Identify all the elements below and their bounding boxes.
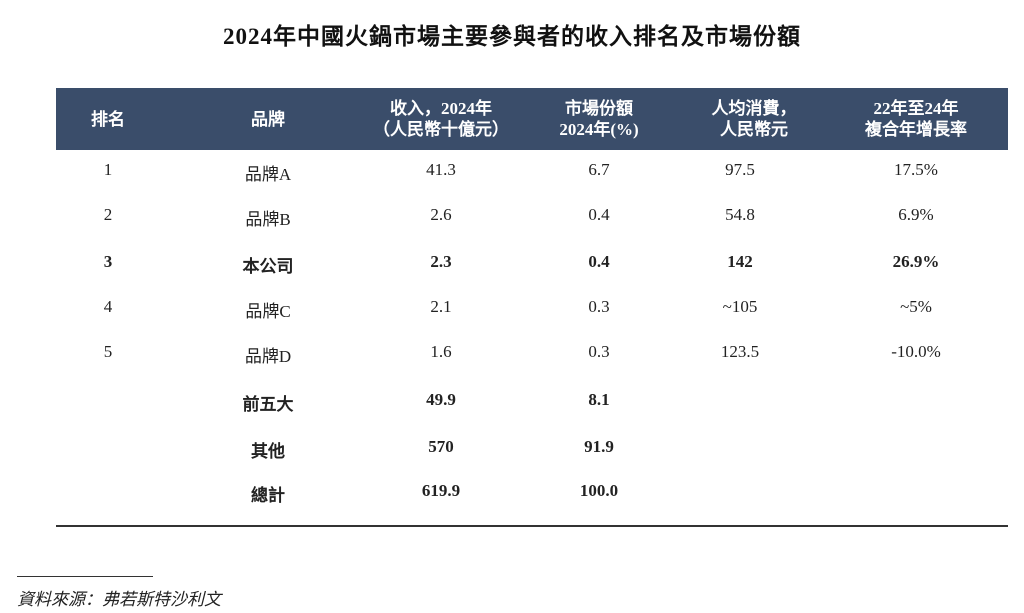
cell-brand: 品牌B [245, 210, 291, 229]
table-bottom-rule [56, 525, 1008, 527]
cell-cagr: 26.9% [892, 252, 940, 271]
cell-revenue: 2.3 [430, 252, 452, 271]
cell-rank: 4 [103, 297, 113, 316]
table-row: 5 品牌D 1.6 0.3 123.5 -10.0% [56, 342, 1008, 366]
header-brand: 品牌 [200, 88, 336, 150]
cell-revenue: 1.6 [430, 342, 452, 361]
header-share: 市場份額 2024年(%) [534, 88, 664, 150]
cell-per-capita: 97.5 [725, 160, 755, 179]
cell-share: 0.4 [588, 205, 610, 224]
cell-brand: 本公司 [242, 257, 294, 276]
cell-brand: 品牌D [244, 347, 292, 366]
cell-cagr: -10.0% [891, 342, 941, 361]
cell-rank: 2 [103, 205, 113, 224]
cell-revenue: 2.6 [430, 205, 452, 224]
header-brand-label: 品牌 [251, 109, 285, 129]
header-revenue-line2: （人民幣十億元） [373, 120, 509, 139]
cell-cagr: ~5% [900, 297, 932, 316]
cell-share: 0.3 [588, 342, 610, 361]
header-share-line2: 2024年(%) [559, 120, 639, 139]
header-revenue: 收入，2024年 （人民幣十億元） [348, 88, 534, 150]
header-per-capita-line2: 人民幣元 [720, 120, 788, 139]
cell-per-capita: ~105 [722, 297, 758, 316]
cell-rank: 5 [103, 342, 113, 361]
header-cagr-line2: 複合年增長率 [865, 120, 967, 139]
header-revenue-line1: 收入，2024年 [390, 99, 492, 118]
header-rank: 排名 [56, 88, 160, 150]
header-cagr: 22年至24年 複合年增長率 [846, 88, 986, 150]
ranking-table: 排名 品牌 收入，2024年 （人民幣十億元） 市場份額 2024年(%) 人均… [56, 88, 1008, 527]
table-row: 1 品牌A 41.3 6.7 97.5 17.5% [56, 160, 1008, 184]
cell-share: 0.3 [588, 297, 610, 316]
cell-revenue: 619.9 [421, 481, 461, 500]
table-row: 前五大 49.9 8.1 [56, 390, 1008, 414]
cell-share: 0.4 [588, 252, 610, 271]
cell-per-capita: 123.5 [720, 342, 760, 361]
cell-brand: 其他 [251, 442, 285, 461]
cell-per-capita: 54.8 [725, 205, 755, 224]
table-row: 3 本公司 2.3 0.4 142 26.9% [56, 252, 1008, 276]
footnote-divider [17, 576, 153, 577]
cell-revenue: 49.9 [426, 390, 456, 409]
source-note: 資料來源：弗若斯特沙利文 [17, 590, 221, 609]
cell-share: 100.0 [579, 481, 619, 500]
header-cagr-line1: 22年至24年 [873, 99, 959, 118]
table-row: 其他 570 91.9 [56, 437, 1008, 461]
cell-per-capita: 142 [727, 252, 753, 271]
cell-revenue: 2.1 [430, 297, 452, 316]
cell-brand: 總計 [251, 486, 285, 505]
cell-brand: 前五大 [242, 395, 294, 414]
header-rank-label: 排名 [91, 109, 125, 129]
cell-share: 8.1 [588, 390, 610, 409]
cell-revenue: 570 [428, 437, 454, 456]
page-title: 2024年中國火鍋市場主要參與者的收入排名及市場份額 [223, 24, 801, 49]
cell-cagr: 17.5% [894, 160, 938, 179]
cell-share: 6.7 [588, 160, 610, 179]
cell-share: 91.9 [584, 437, 614, 456]
cell-rank: 3 [103, 252, 113, 271]
table-row: 2 品牌B 2.6 0.4 54.8 6.9% [56, 205, 1008, 229]
header-share-line1: 市場份額 [565, 99, 633, 118]
cell-brand: 品牌C [245, 302, 291, 321]
header-per-capita-line1: 人均消費， [711, 99, 797, 118]
cell-rank: 1 [103, 160, 113, 179]
table-header: 排名 品牌 收入，2024年 （人民幣十億元） 市場份額 2024年(%) 人均… [56, 88, 1008, 150]
header-per-capita: 人均消費， 人民幣元 [684, 88, 824, 150]
table-row: 4 品牌C 2.1 0.3 ~105 ~5% [56, 297, 1008, 321]
cell-brand: 品牌A [244, 165, 292, 184]
cell-cagr: 6.9% [898, 205, 934, 224]
cell-revenue: 41.3 [426, 160, 456, 179]
table-row: 總計 619.9 100.0 [56, 481, 1008, 505]
